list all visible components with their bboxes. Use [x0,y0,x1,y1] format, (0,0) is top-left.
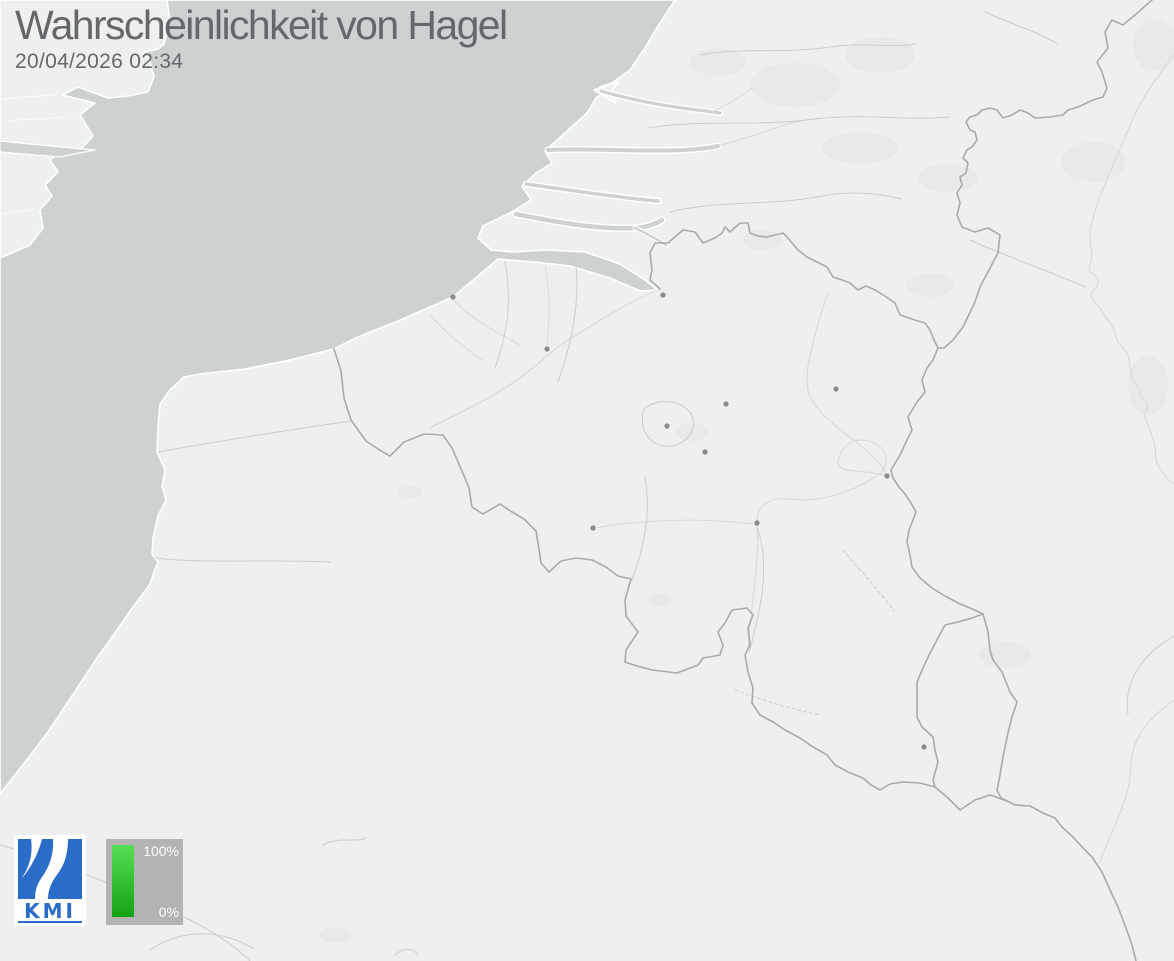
city-dot [660,292,666,298]
city-dots [450,292,927,750]
moselle-river [1099,699,1174,863]
border-belgium-germany [890,347,984,615]
rhine-river [1088,54,1174,486]
map-title: Wahrscheinlichkeit von Hagel [15,2,508,48]
city-dot [702,449,708,455]
city-dot [544,346,550,352]
city-dot [921,744,927,750]
map-header: Wahrscheinlichkeit von Hagel 20/04/2026 … [15,2,508,74]
border-luxembourg-germany [982,613,1018,802]
rivers [429,54,1174,863]
kmi-logo-underline [18,920,82,923]
kmi-logo-mark [18,839,82,899]
border-netherlands-germany [937,0,1153,349]
terrain-patches [319,19,1174,943]
scheldt-river [429,288,661,429]
city-dot [450,294,456,300]
legend-gradient-bar [112,845,134,917]
city-dot [833,386,839,392]
city-dot [884,473,890,479]
city-dot [754,520,760,526]
city-dot [723,401,729,407]
legend-max-label: 100% [143,843,179,859]
kmi-logo-text: KMI [24,899,76,923]
border-france-luxembourg-germany [934,786,1137,961]
city-dot [590,525,596,531]
legend: 100% 0% [106,839,183,925]
country-borders [333,0,1153,961]
border-france-belgium [333,348,936,791]
border-belgium-luxembourg [916,613,984,788]
legend-min-label: 0% [158,904,179,920]
thames-estuary [0,140,96,158]
border-netherlands-belgium [649,222,939,349]
kmi-logo: KMI [14,835,86,926]
city-dot [664,423,670,429]
map-datetime: 20/04/2026 02:34 [15,50,184,74]
england [0,0,171,259]
